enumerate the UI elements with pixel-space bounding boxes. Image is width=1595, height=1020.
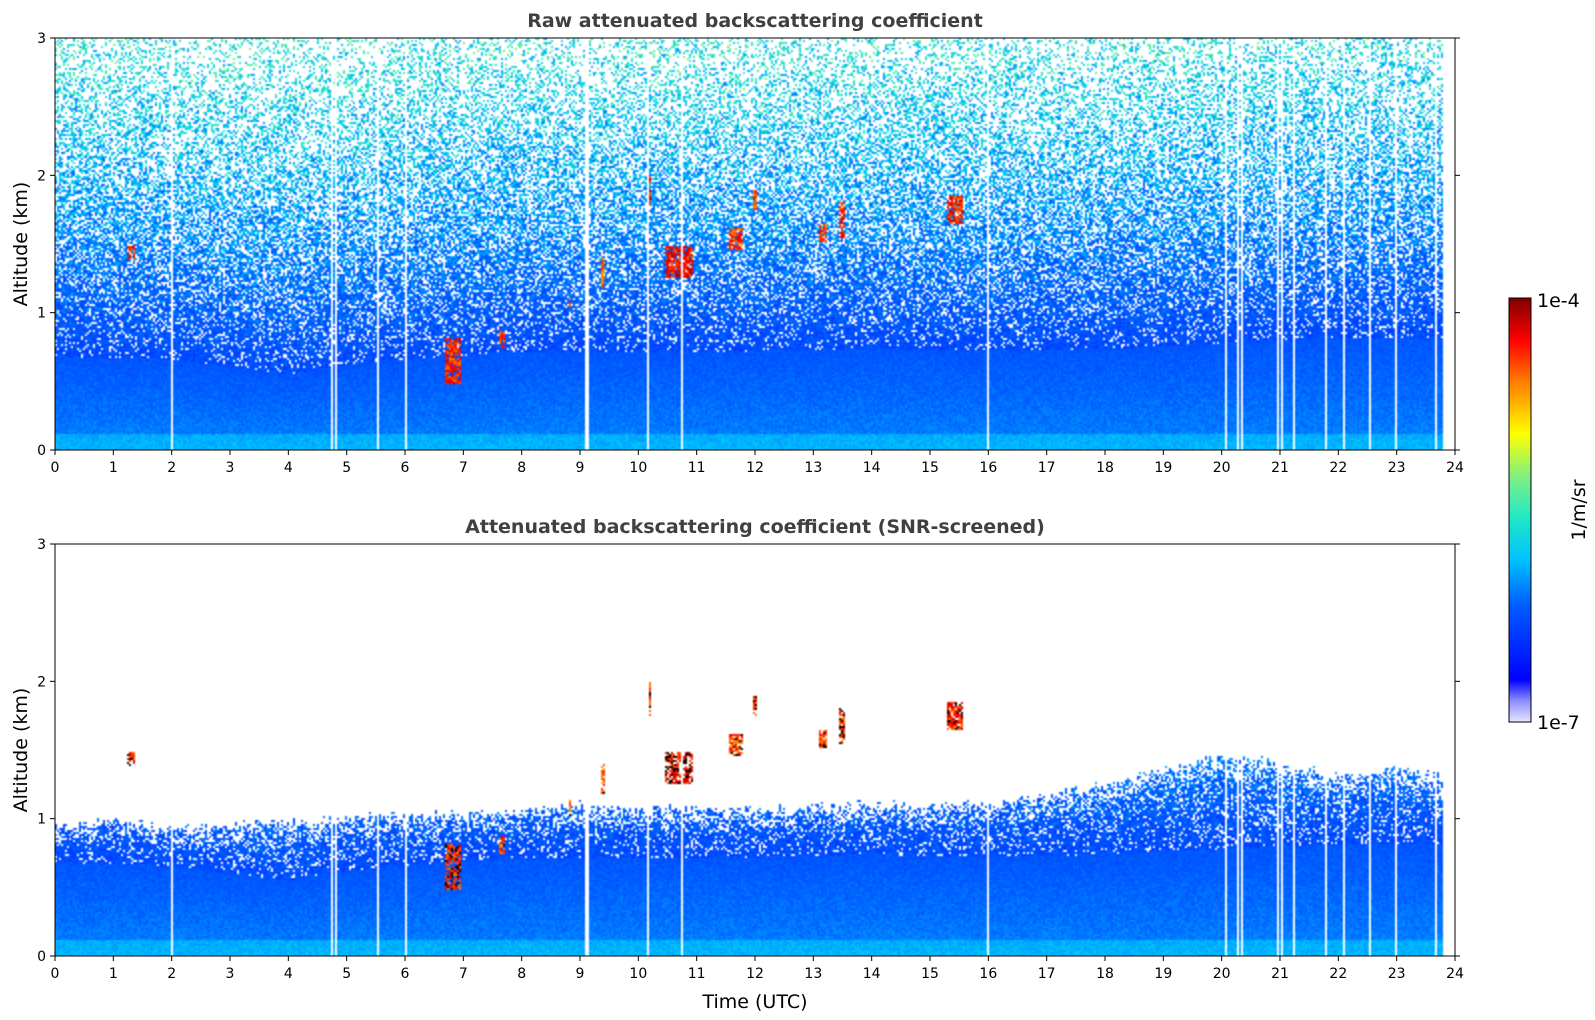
panel-raw-x-tick-label: 13: [804, 460, 822, 476]
panel-screened-x-tick-label: 4: [284, 966, 293, 982]
panel-screened-x-tick-label: 14: [863, 966, 881, 982]
panel-raw-x-tick-label: 22: [1329, 460, 1347, 476]
panel-raw-x-tick-label: 17: [1038, 460, 1056, 476]
panel-screened-xlabel: Time (UTC): [701, 991, 807, 1013]
panel-screened-y-tick-label: 3: [37, 537, 46, 553]
panel-screened-x-tick-label: 20: [1213, 966, 1231, 982]
colorbar-min-label: 1e-7: [1537, 712, 1580, 734]
panel-screened-x-tick-label: 18: [1096, 966, 1114, 982]
panel-raw-y-tick-label: 1: [37, 306, 46, 322]
panel-screened-x-tick-label: 2: [167, 966, 176, 982]
panel-screened-x-tick-label: 17: [1038, 966, 1056, 982]
colorbar-max-label: 1e-4: [1537, 290, 1580, 312]
panel-raw-x-tick-label: 5: [342, 460, 351, 476]
panel-screened-ylabel: Altitude (km): [10, 688, 32, 813]
panel-raw-x-tick-label: 9: [576, 460, 585, 476]
panel-raw-x-tick-label: 0: [51, 460, 60, 476]
panel-screened-title: Attenuated backscattering coefficient (S…: [465, 516, 1045, 538]
panel-raw-x-tick-label: 11: [688, 460, 706, 476]
panel-raw-x-tick-label: 1: [109, 460, 118, 476]
raw-backscatter-heatmap: [55, 38, 1455, 450]
panel-screened-x-tick-label: 24: [1446, 966, 1464, 982]
panel-screened-y-tick-label: 2: [37, 674, 46, 690]
panel-raw-x-tick-label: 14: [863, 460, 881, 476]
panel-raw-x-tick-label: 7: [459, 460, 468, 476]
colorbar: 1e-4 1e-7 1/m/sr: [1508, 290, 1590, 734]
panel-screened-x-tick-label: 6: [401, 966, 410, 982]
panel-raw-x-tick-label: 21: [1271, 460, 1289, 476]
panel-screened-x-tick-label: 9: [576, 966, 585, 982]
colorbar-gradient: [1508, 297, 1532, 723]
panel-raw-x-tick-label: 4: [284, 460, 293, 476]
panel-raw-x-tick-label: 15: [921, 460, 939, 476]
panel-screened-x-tick-label: 13: [804, 966, 822, 982]
panel-screened-x-tick-label: 5: [342, 966, 351, 982]
panel-raw: Raw attenuated backscattering coefficien…: [10, 10, 1464, 476]
panel-screened-x-tick-label: 0: [51, 966, 60, 982]
panel-raw-x-tick-label: 19: [1154, 460, 1172, 476]
panel-screened-x-axis: 0 1 2 3 4 5 6 7 8 9 10 11 12 13 14 15 16 17 18 19 20 21 22 23 24: [51, 956, 1464, 982]
panel-screened-x-tick-label: 12: [746, 966, 764, 982]
panel-raw-x-tick-label: 24: [1446, 460, 1464, 476]
panel-screened-x-tick-label: 21: [1271, 966, 1289, 982]
panel-screened-x-tick-label: 8: [517, 966, 526, 982]
panel-screened-x-tick-label: 23: [1388, 966, 1406, 982]
panel-raw-x-tick-label: 2: [167, 460, 176, 476]
panel-raw-x-tick-label: 6: [401, 460, 410, 476]
panel-screened-y-tick-label: 0: [37, 949, 46, 965]
panel-screened-x-tick-label: 3: [226, 966, 235, 982]
panel-raw-x-tick-label: 23: [1388, 460, 1406, 476]
panel-raw-y-axis: 0 1 2 3: [37, 31, 1460, 459]
panel-raw-x-tick-label: 12: [746, 460, 764, 476]
panel-raw-y-tick-label: 0: [37, 443, 46, 459]
panel-raw-x-tick-label: 8: [517, 460, 526, 476]
panel-screened-x-tick-label: 15: [921, 966, 939, 982]
panel-screened-y-tick-label: 1: [37, 812, 46, 828]
panel-screened-x-tick-label: 7: [459, 966, 468, 982]
panel-raw-y-tick-label: 3: [37, 31, 46, 47]
panel-raw-y-tick-label: 2: [37, 168, 46, 184]
panel-screened-x-tick-label: 1: [109, 966, 118, 982]
panel-screened: Attenuated backscattering coefficient (S…: [10, 516, 1464, 1013]
panel-screened-x-tick-label: 22: [1329, 966, 1347, 982]
panel-raw-x-tick-label: 10: [629, 460, 647, 476]
panel-screened-x-tick-label: 16: [979, 966, 997, 982]
panel-raw-x-tick-label: 16: [979, 460, 997, 476]
panel-raw-title: Raw attenuated backscattering coefficien…: [527, 10, 983, 32]
panel-screened-x-tick-label: 11: [688, 966, 706, 982]
colorbar-unit-label: 1/m/sr: [1568, 479, 1590, 540]
panel-raw-x-axis: 0 1 2 3 4 5 6 7 8 9 10 11 12 13 14 15 16 17 18 19 20 21 22 23 24: [51, 450, 1464, 476]
panel-raw-x-tick-label: 18: [1096, 460, 1114, 476]
panel-screened-y-axis: 0 1 2 3: [37, 537, 1460, 965]
panel-screened-x-tick-label: 19: [1154, 966, 1172, 982]
panel-raw-x-tick-label: 3: [226, 460, 235, 476]
panel-raw-x-tick-label: 20: [1213, 460, 1231, 476]
panel-raw-ylabel: Altitude (km): [10, 182, 32, 307]
screened-backscatter-heatmap: [55, 544, 1455, 956]
panel-screened-x-tick-label: 10: [629, 966, 647, 982]
